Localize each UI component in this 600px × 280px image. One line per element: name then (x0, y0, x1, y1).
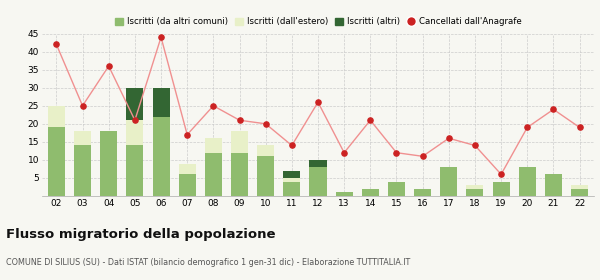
Point (130, 118, 140, 122)
Bar (152, 88, 170, 116)
Bar (127, 146, 143, 196)
Bar (414, 189, 431, 196)
Bar (362, 189, 379, 196)
Point (548, 107, 558, 112)
Point (235, 118, 244, 122)
Text: COMUNE DI SILIUS (SU) - Dati ISTAT (bilancio demografico 1 gen-31 dic) - Elabora: COMUNE DI SILIUS (SU) - Dati ISTAT (bila… (6, 258, 410, 267)
Bar (74, 146, 91, 196)
Bar (205, 138, 222, 153)
Point (156, 35, 166, 39)
Bar (466, 185, 484, 189)
Point (444, 136, 454, 141)
Bar (127, 120, 143, 146)
Point (418, 154, 427, 158)
Bar (179, 174, 196, 196)
Bar (257, 156, 274, 196)
Point (261, 122, 271, 126)
Bar (388, 181, 405, 196)
Bar (100, 131, 117, 196)
Bar (127, 88, 143, 120)
Point (287, 143, 296, 148)
Point (313, 100, 323, 104)
Point (78, 104, 88, 108)
Bar (466, 189, 484, 196)
Point (365, 118, 375, 122)
Point (52, 42, 61, 47)
Point (209, 104, 218, 108)
Bar (283, 178, 301, 181)
Point (392, 150, 401, 155)
Point (470, 143, 480, 148)
Bar (283, 171, 301, 178)
Point (104, 64, 113, 68)
Bar (310, 160, 326, 167)
Point (182, 132, 192, 137)
Bar (310, 167, 326, 196)
Point (340, 150, 349, 155)
Bar (257, 146, 274, 156)
Bar (493, 181, 509, 196)
Point (575, 125, 584, 130)
Bar (74, 131, 91, 146)
Bar (231, 153, 248, 196)
Bar (545, 174, 562, 196)
Bar (571, 185, 588, 189)
Bar (335, 192, 353, 196)
Bar (48, 127, 65, 196)
Bar (519, 167, 536, 196)
Bar (152, 116, 170, 196)
Bar (571, 189, 588, 196)
Legend: Iscritti (da altri comuni), Iscritti (dall'estero), Iscritti (altri), Cancellati: Iscritti (da altri comuni), Iscritti (da… (115, 17, 521, 26)
Bar (440, 167, 457, 196)
Bar (205, 153, 222, 196)
Point (496, 172, 506, 177)
Bar (283, 181, 301, 196)
Bar (179, 164, 196, 174)
Point (523, 125, 532, 130)
Bar (48, 106, 65, 127)
Bar (231, 131, 248, 153)
Text: Flusso migratorio della popolazione: Flusso migratorio della popolazione (6, 228, 275, 241)
